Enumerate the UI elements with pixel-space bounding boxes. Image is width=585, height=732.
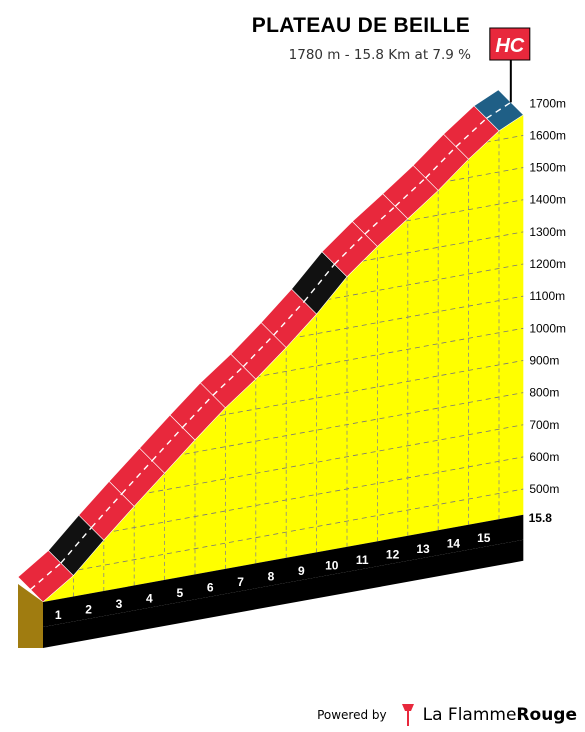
- ridge-centerline-6: [181, 394, 214, 428]
- ridge-centerline-2: [60, 527, 92, 564]
- ridge-centerline-11: [334, 233, 366, 265]
- brand-regular: La Flamme: [422, 705, 517, 725]
- y-tick-600: 600m: [529, 450, 559, 464]
- gradient-label-15: 7.1: [475, 523, 492, 537]
- y-tick-1700: 1700m: [529, 96, 566, 110]
- final-km-label: 15.8: [529, 511, 553, 525]
- km-marker-15: 15: [477, 531, 491, 545]
- ridge-centerline-13: [394, 177, 427, 207]
- ridge-centerline-16: [486, 101, 512, 119]
- category-flag-label: HC: [495, 35, 524, 57]
- km-marker-8: 8: [268, 570, 275, 584]
- brand-name: La FlammeRouge: [423, 705, 577, 725]
- gradient-label-2: 9.3: [80, 595, 97, 609]
- grid-line-600: [43, 456, 524, 545]
- ridge-centerline-1: [30, 562, 62, 591]
- y-tick-1000: 1000m: [529, 321, 566, 335]
- ridge-centerline-3: [90, 493, 123, 529]
- grid-line-500: [43, 488, 524, 577]
- gradient-label-6: 8.3: [202, 573, 219, 587]
- gradient-label-4: 8.6: [141, 584, 158, 598]
- ridge-centerline-4: [121, 460, 153, 495]
- y-tick-1100: 1100m: [529, 289, 565, 303]
- category-flag: [489, 27, 531, 61]
- y-tick-800: 800m: [529, 386, 559, 400]
- ridge-centerline-5: [151, 427, 184, 462]
- gradient-label-10: 9.9: [323, 551, 340, 565]
- y-tick-1300: 1300m: [529, 225, 566, 239]
- gradient-label-14: 8.0: [445, 528, 462, 542]
- y-tick-700: 700m: [529, 418, 559, 432]
- y-tick-1200: 1200m: [529, 257, 566, 271]
- brand-bold: Rouge: [516, 705, 577, 725]
- km-marker-7: 7: [237, 575, 244, 589]
- gradient-label-9: 8.7: [293, 556, 310, 570]
- km-marker-2: 2: [85, 603, 92, 617]
- km-marker-6: 6: [207, 581, 214, 595]
- ground-front: [43, 539, 524, 648]
- km-marker-1: 1: [55, 608, 62, 622]
- y-tick-1500: 1500m: [529, 161, 566, 175]
- ridge-centerline-7: [212, 366, 244, 396]
- ridge-centerline-8: [242, 334, 275, 368]
- km-marker-10: 10: [325, 559, 339, 573]
- y-tick-1400: 1400m: [529, 193, 566, 207]
- gradient-label-8: 8.1: [263, 562, 280, 576]
- gradient-label-13: 7.1: [415, 534, 432, 548]
- profile-area: [43, 114, 524, 602]
- gradient-label-1: 6.5: [50, 600, 67, 614]
- climb-subtitle: 1780 m - 15.8 Km at 7.9 %: [288, 47, 471, 63]
- km-marker-4: 4: [146, 592, 153, 606]
- ridge-centerline-14: [425, 146, 457, 179]
- ridge-centerline-12: [364, 205, 396, 235]
- gradient-label-5: 8.6: [171, 578, 188, 592]
- km-marker-13: 13: [416, 542, 430, 556]
- credit: Powered by La FlammeRouge: [317, 704, 577, 726]
- gradient-label-11: 7.7: [354, 545, 371, 559]
- km-marker-5: 5: [176, 586, 183, 600]
- powered-by-label: Powered by: [317, 708, 387, 722]
- ridge-centerline-10: [303, 263, 336, 303]
- ridge-centerline-9: [273, 301, 305, 336]
- y-tick-900: 900m: [529, 353, 559, 367]
- y-tick-500: 500m: [529, 482, 559, 496]
- gradient-label-3: 8.8: [111, 589, 128, 603]
- ground-band: [43, 514, 524, 627]
- ground-left-side: [18, 584, 43, 648]
- km-marker-12: 12: [386, 548, 400, 562]
- km-marker-3: 3: [116, 597, 123, 611]
- gradient-label-16: 4.5: [503, 518, 520, 532]
- flame-logo-icon: [401, 704, 414, 726]
- climb-title: PLATEAU DE BEILLE: [251, 14, 470, 37]
- km-marker-9: 9: [298, 564, 305, 578]
- y-tick-1600: 1600m: [529, 128, 566, 142]
- gradient-label-12: 6.9: [384, 540, 401, 554]
- km-marker-11: 11: [356, 553, 369, 567]
- ridge-centerline-15: [455, 117, 487, 148]
- gradient-label-7: 7.2: [232, 567, 249, 581]
- km-marker-14: 14: [447, 536, 461, 550]
